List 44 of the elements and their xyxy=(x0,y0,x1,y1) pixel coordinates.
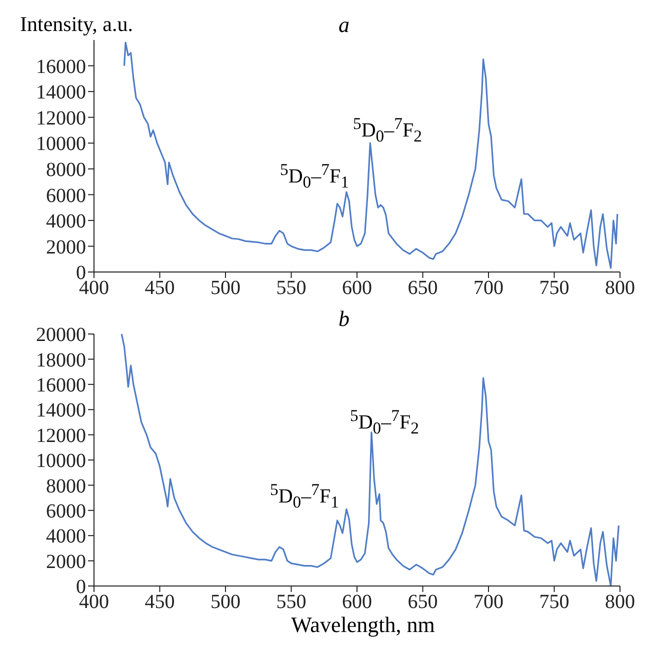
x-tick-label: 750 xyxy=(539,277,570,300)
y-tick-label: 12000 xyxy=(36,107,86,130)
x-tick-label: 700 xyxy=(474,591,504,614)
y-tick-label: 20000 xyxy=(36,324,86,346)
chart-title: b xyxy=(338,306,350,331)
y-tick-label: 6000 xyxy=(46,500,86,522)
line-series xyxy=(123,42,618,269)
x-tick-label: 600 xyxy=(342,591,372,614)
y-tick-label: 14000 xyxy=(36,400,86,422)
y-tick-label: 4000 xyxy=(46,526,86,548)
x-tick-label: 650 xyxy=(408,591,438,614)
x-axis-title: Wavelength, nm xyxy=(290,612,436,638)
y-tick-label: 16000 xyxy=(36,56,86,78)
x-tick-label: 500 xyxy=(210,591,240,614)
x-tick-label: 550 xyxy=(276,591,306,614)
annotation: $^{5}$D$_{0}$–$^{7}$F$_{2}$ xyxy=(350,406,419,439)
annotation: $^{5}$D$_{0}$–$^{7}$F$_{2}$ xyxy=(353,114,422,147)
x-tick-label: 800 xyxy=(605,277,635,300)
x-tick-label: 450 xyxy=(144,277,175,300)
y-tick-label: 14000 xyxy=(36,82,86,104)
y-tick-label: 4000 xyxy=(46,210,86,233)
y-tick-label: 6000 xyxy=(46,184,86,207)
y-tick-label: 8000 xyxy=(46,475,86,498)
y-tick-label: 10000 xyxy=(36,450,86,472)
y-tick-label: 18000 xyxy=(36,349,86,372)
annotation: $^{5}$D$_{0}$–$^{7}$F$_{1}$ xyxy=(280,160,349,193)
x-tick-label: 600 xyxy=(342,277,372,300)
y-tick-label: 10000 xyxy=(36,133,86,156)
x-tick-label: 700 xyxy=(474,277,504,300)
x-tick-label: 450 xyxy=(144,591,175,614)
y-tick-label: 2000 xyxy=(46,550,86,573)
x-tick-label: 500 xyxy=(210,277,240,300)
x-tick-label: 800 xyxy=(605,591,635,614)
line-series xyxy=(120,334,620,586)
annotation: $^{5}$D$_{0}$–$^{7}$F$_{1}$ xyxy=(270,480,339,513)
y-tick-label: 16000 xyxy=(36,374,86,396)
y-tick-label: 12000 xyxy=(36,424,86,447)
y-axis-title: Intensity, a.u. xyxy=(20,12,133,37)
x-tick-label: 650 xyxy=(408,277,438,300)
y-tick-label: 2000 xyxy=(46,236,86,258)
x-tick-label: 750 xyxy=(539,591,570,614)
y-tick-label: 8000 xyxy=(46,158,86,181)
chart-title: a xyxy=(338,12,350,37)
x-tick-label: 550 xyxy=(276,277,306,300)
